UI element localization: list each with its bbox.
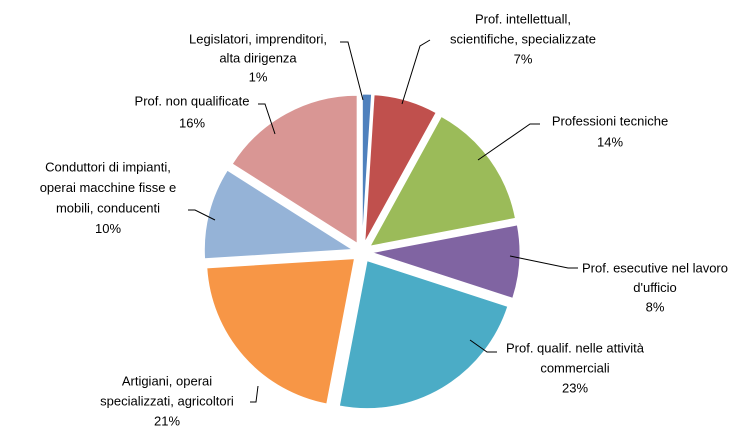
value-label: 23% [562, 380, 588, 395]
leader-line [469, 339, 497, 353]
value-label: 16% [179, 115, 205, 130]
leader-line [258, 103, 276, 135]
leader-line [401, 39, 431, 105]
slice-label: Artigiani, operai [122, 373, 212, 388]
value-label: 14% [597, 134, 623, 149]
value-label: 1% [249, 69, 268, 84]
pie-slice [338, 259, 509, 410]
leader-line [188, 209, 216, 221]
pie-slice [364, 94, 437, 243]
slice-label: Conduttori di impianti, [45, 159, 171, 174]
slice-label: alta dirigenza [219, 50, 297, 65]
slice-label: commerciali [540, 360, 609, 375]
leader-line [509, 255, 578, 269]
slice-label: Prof. non qualificate [135, 93, 250, 108]
pie-slice [361, 93, 373, 243]
value-label: 7% [514, 51, 533, 66]
slice-label: operai macchine fisse e [40, 180, 177, 195]
pie-slice [371, 224, 521, 299]
pie-slice [231, 94, 358, 245]
slice-label: mobili, conducenti [56, 200, 160, 215]
pie-slice [369, 115, 517, 247]
slice-label: Prof. intellettuall, [475, 11, 571, 26]
leader-line [340, 41, 364, 101]
pie-slice [206, 258, 356, 405]
slice-label: Prof. qualif. nelle attività [506, 340, 645, 355]
value-label: 21% [154, 413, 180, 426]
slice-label: d'ufficio [633, 280, 676, 295]
pie-slice [203, 169, 354, 260]
leader-line [250, 385, 259, 403]
leader-line [477, 123, 540, 161]
slice-label: Professioni tecniche [552, 113, 668, 128]
slice-label: specializzati, agricoltori [100, 393, 234, 408]
slice-label: Legislatori, imprenditori, [189, 31, 327, 46]
value-label: 8% [646, 299, 665, 314]
slice-label: scientifiche, specializzate [450, 31, 596, 46]
slice-label: Prof. esecutive nel lavoro [582, 260, 728, 275]
value-label: 10% [95, 221, 121, 236]
